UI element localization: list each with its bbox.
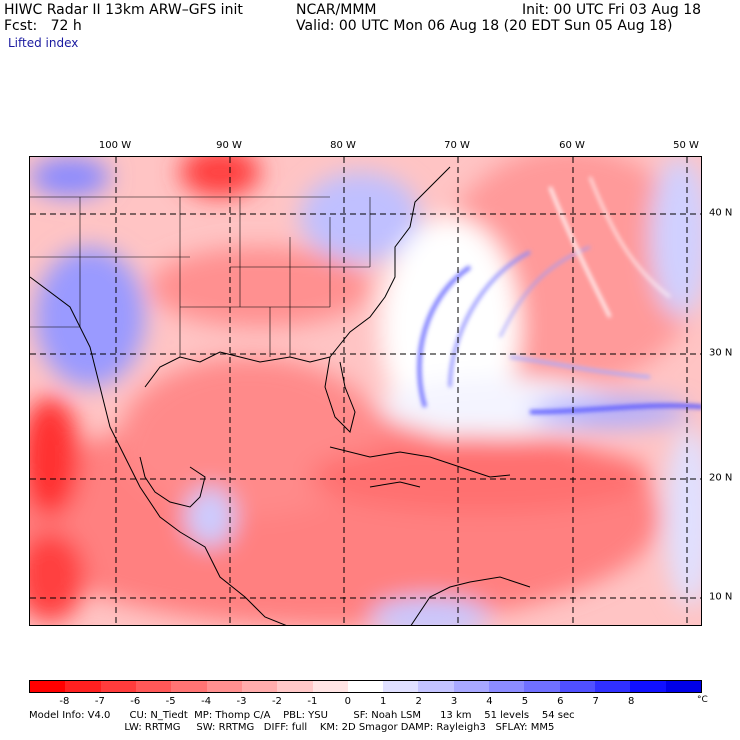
colorbar-swatch [559, 681, 595, 692]
lon-label-50w: 50 W [673, 140, 699, 151]
colorbar-swatch [206, 681, 242, 692]
colorbar-swatch [595, 681, 631, 692]
colorbar-tick-label: -3 [236, 696, 247, 707]
colorbar-tick-label: 2 [415, 696, 422, 707]
colorbar-swatch [100, 681, 136, 692]
colorbar-swatch [665, 681, 701, 692]
field-name: Lifted index [8, 36, 79, 50]
colorbar-swatch [630, 681, 666, 692]
colorbar-swatch [65, 681, 101, 692]
colorbar-tick-label: -8 [59, 696, 70, 707]
colorbar-tick-label: 5 [521, 696, 529, 707]
colorbar-tick-label: 6 [557, 696, 564, 707]
state-borders [30, 196, 371, 357]
colorbar-tick-label: -2 [271, 696, 282, 707]
field-streaks [417, 176, 701, 414]
latlon-grid [30, 157, 701, 625]
valid-time: Valid: 00 UTC Mon 06 Aug 18 (20 EDT Sun … [296, 18, 673, 34]
colorbar-swatch [241, 681, 278, 692]
map-canvas [30, 157, 701, 625]
colorbar-tick-label: 0 [344, 696, 351, 707]
colorbar [29, 680, 702, 693]
colorbar-swatch [383, 681, 419, 692]
colorbar-tick-label: -1 [307, 696, 318, 707]
colorbar-swatch [135, 681, 172, 692]
colorbar-swatch [524, 681, 560, 692]
lat-label-20n: 20 N [709, 472, 733, 484]
lon-label-70w: 70 W [444, 140, 470, 151]
colorbar-tick-label: 7 [592, 696, 599, 707]
colorbar-swatch [453, 681, 490, 692]
colorbar-tick-label: -6 [130, 696, 141, 707]
colorbar-swatch [171, 681, 207, 692]
lat-label-40n: 40 N [709, 207, 733, 219]
model-title: HIWC Radar II 13km ARW–GFS init [4, 2, 243, 18]
colorbar-tick-label: 4 [486, 696, 493, 707]
lon-label-60w: 60 W [559, 140, 585, 151]
colorbar-swatch [312, 681, 348, 692]
lat-label-10n: 10 N [709, 591, 733, 603]
lon-label-90w: 90 W [216, 140, 242, 151]
lon-label-80w: 80 W [330, 140, 356, 151]
colorbar-swatch [277, 681, 313, 692]
colorbar-tick-label: 3 [450, 696, 458, 707]
lifted-index-map [29, 156, 702, 626]
colorbar-tick-label: 1 [380, 696, 387, 707]
forecast-hour: Fcst: 72 h [4, 18, 82, 34]
colorbar-tick-label: -4 [201, 696, 212, 707]
institution-label: NCAR/MMM [296, 2, 377, 18]
colorbar-swatch [418, 681, 454, 692]
init-time: Init: 00 UTC Fri 03 Aug 18 [522, 2, 702, 18]
colorbar-swatch [347, 681, 384, 692]
model-info-line2: LW: RRTMG SW: RRTMG DIFF: full KM: 2D Sm… [29, 722, 555, 733]
lon-label-100w: 100 W [98, 140, 132, 151]
colorbar-tick-label: -5 [165, 696, 176, 707]
colorbar-swatch [489, 681, 525, 692]
model-info-line1: Model Info: V4.0 CU: N_Tiedt MP: Thomp C… [29, 710, 575, 721]
colorbar-swatch [30, 681, 66, 692]
colorbar-tick-label: 8 [627, 696, 635, 707]
colorbar-unit: °C [697, 695, 708, 705]
colorbar-tick-label: -7 [94, 696, 105, 707]
lat-label-30n: 30 N [709, 347, 733, 359]
